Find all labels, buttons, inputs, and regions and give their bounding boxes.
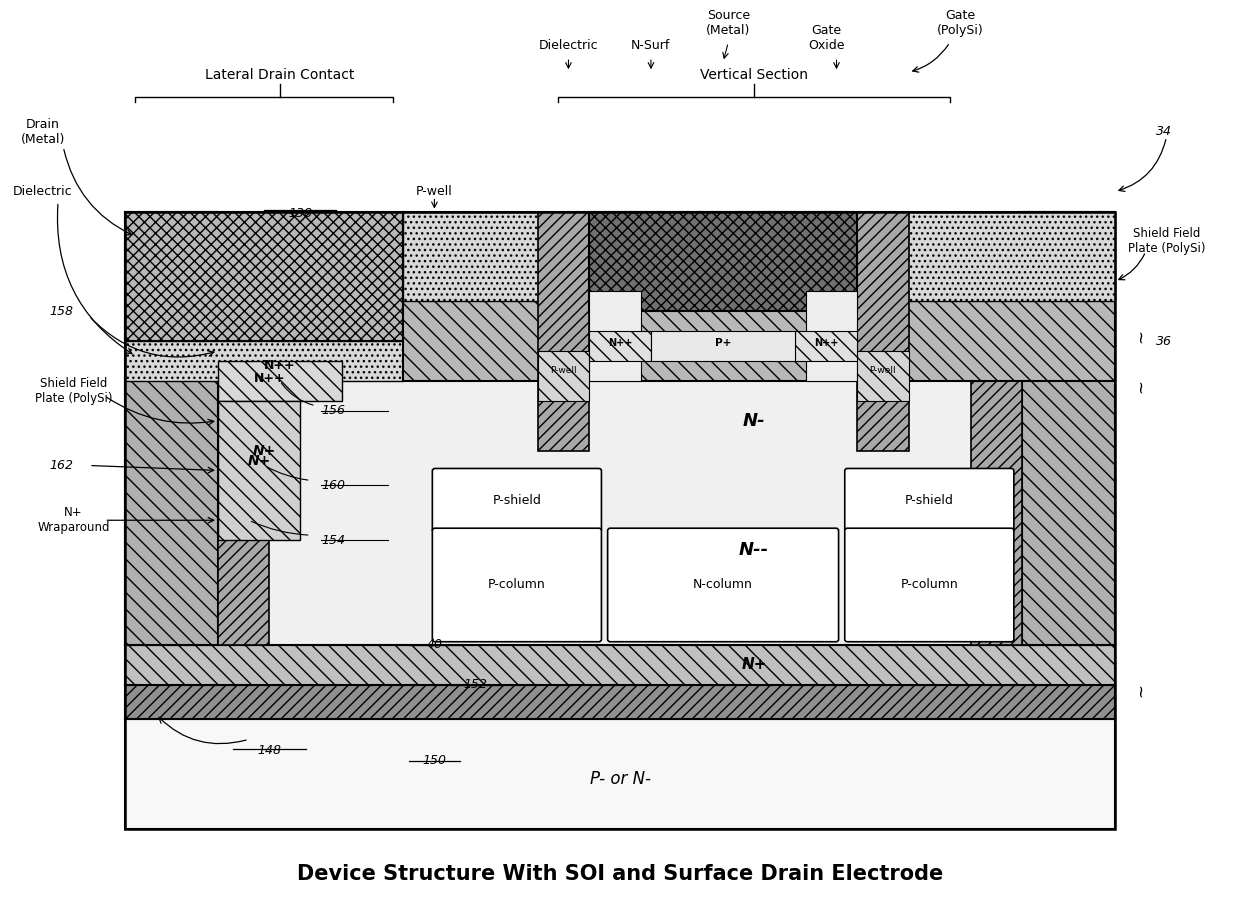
Bar <box>125 376 1115 644</box>
Bar <box>806 291 857 381</box>
Text: P- or N-: P- or N- <box>589 770 651 788</box>
Text: 152: 152 <box>464 678 487 691</box>
Bar <box>589 331 651 361</box>
Text: P+: P+ <box>715 338 732 348</box>
Bar <box>125 211 218 644</box>
Text: N+: N+ <box>742 657 766 672</box>
Text: N++: N++ <box>813 338 838 348</box>
Text: Device Structure With SOI and Surface Drain Electrode: Device Structure With SOI and Surface Dr… <box>296 864 944 884</box>
Bar <box>218 366 269 644</box>
Text: Dielectric: Dielectric <box>538 39 598 52</box>
Bar <box>857 351 909 400</box>
FancyBboxPatch shape <box>844 528 1014 642</box>
Bar <box>125 684 1115 720</box>
Text: N-column: N-column <box>693 579 753 592</box>
Bar <box>857 211 909 450</box>
Text: 40: 40 <box>427 638 443 651</box>
Text: Gate
(PolySi): Gate (PolySi) <box>937 9 983 37</box>
FancyBboxPatch shape <box>433 469 601 532</box>
FancyBboxPatch shape <box>433 528 601 642</box>
Text: N+: N+ <box>248 453 270 468</box>
FancyBboxPatch shape <box>608 528 838 642</box>
Text: 36: 36 <box>1156 335 1172 348</box>
Text: 154: 154 <box>321 533 345 547</box>
Text: N+: N+ <box>253 443 277 458</box>
Text: 162: 162 <box>50 459 73 472</box>
Text: ~: ~ <box>1132 379 1149 393</box>
Text: P-column: P-column <box>900 579 959 592</box>
Text: ~: ~ <box>1132 682 1149 696</box>
Bar <box>218 400 300 541</box>
Text: N+
Wraparound: N+ Wraparound <box>37 506 110 534</box>
Text: P-shield: P-shield <box>905 494 954 507</box>
Text: N++: N++ <box>264 359 295 372</box>
Bar <box>537 351 589 400</box>
Text: P-shield: P-shield <box>492 494 542 507</box>
Text: ~: ~ <box>1132 329 1149 343</box>
Text: P-well: P-well <box>417 185 453 198</box>
Bar <box>589 211 857 311</box>
Bar <box>125 211 403 341</box>
Text: Source
(Metal): Source (Metal) <box>706 9 750 37</box>
Bar <box>1022 211 1115 644</box>
Text: Shield Field
Plate (PolySi): Shield Field Plate (PolySi) <box>1127 228 1205 256</box>
Text: 150: 150 <box>423 754 446 767</box>
Text: 148: 148 <box>258 744 281 757</box>
Bar <box>403 211 1115 381</box>
Text: N++: N++ <box>254 372 285 385</box>
Text: Shield Field
Plate (PolySi): Shield Field Plate (PolySi) <box>35 377 113 405</box>
Bar <box>537 211 589 450</box>
Text: N++: N++ <box>608 338 632 348</box>
Bar <box>589 291 641 381</box>
Text: 34: 34 <box>1156 126 1172 138</box>
Bar <box>218 361 342 400</box>
Text: N--: N-- <box>739 541 769 559</box>
Bar <box>125 211 1115 829</box>
Text: N-: N- <box>743 411 765 430</box>
FancyBboxPatch shape <box>844 469 1014 532</box>
Text: Drain
(Metal): Drain (Metal) <box>20 118 64 146</box>
Text: Dielectric: Dielectric <box>12 185 72 198</box>
Bar <box>651 331 795 361</box>
Text: P-well: P-well <box>869 367 897 376</box>
Bar <box>125 341 403 381</box>
Text: 160: 160 <box>321 479 345 492</box>
Text: P-column: P-column <box>489 579 546 592</box>
Text: Vertical Section: Vertical Section <box>701 68 808 82</box>
Text: 158: 158 <box>50 305 73 318</box>
Bar <box>971 366 1022 644</box>
Text: N-Surf: N-Surf <box>631 39 671 52</box>
Text: Gate
Oxide: Gate Oxide <box>808 25 844 52</box>
Text: 138: 138 <box>289 207 312 219</box>
Bar <box>125 720 1115 829</box>
Text: Lateral Drain Contact: Lateral Drain Contact <box>205 68 355 82</box>
Bar <box>125 644 1115 684</box>
Bar <box>403 211 1115 301</box>
Text: 156: 156 <box>321 404 345 417</box>
Text: P-well: P-well <box>551 367 577 376</box>
Bar <box>795 331 857 361</box>
